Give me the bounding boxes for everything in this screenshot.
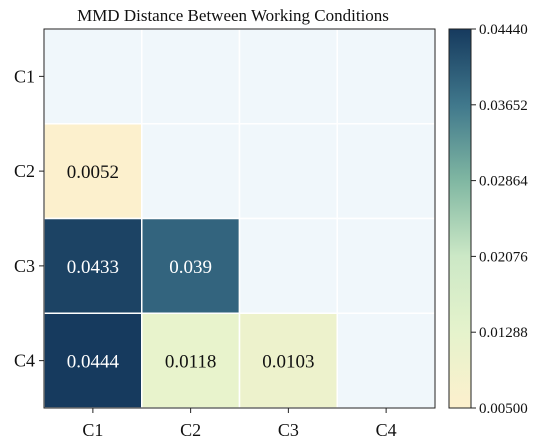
cell-value-label: 0.0118	[165, 352, 217, 373]
cell-value-label: 0.0103	[262, 352, 314, 373]
heatmap-cell-c3-c2	[141, 217, 241, 314]
colorbar-gradient	[448, 28, 472, 409]
y-tick-label: C2	[14, 161, 35, 181]
colorbar-tick-label: 0.02076	[479, 249, 528, 265]
heatmap-cell-c4-c3	[238, 312, 338, 409]
cell-value-label: 0.0052	[67, 162, 119, 183]
x-tick-label: C2	[180, 420, 201, 440]
cell-value-label: 0.0433	[67, 257, 119, 278]
x-tick-label: C3	[278, 420, 299, 440]
heatmap-cell-c3-c3	[238, 217, 338, 314]
heatmap-cell-c1-c2	[141, 28, 241, 125]
heatmap-cell-c4-c1	[43, 312, 143, 409]
heatmap-cell-c3-c4	[336, 217, 436, 314]
heatmap-cell-c1-c4	[336, 28, 436, 125]
colorbar-tick-label: 0.00500	[479, 401, 528, 417]
colorbar: 0.00500 0.01288 0.02076 0.02864 0.03652 0.044…	[448, 22, 528, 417]
y-tick-label: C1	[14, 66, 35, 86]
x-tick-label: C1	[82, 420, 103, 440]
x-tick-label: C4	[376, 420, 397, 440]
cell-value-label: 0.0444	[67, 352, 120, 373]
colorbar-tick-label: 0.03652	[479, 98, 528, 114]
heatmap-cell-c1-c1	[43, 28, 143, 125]
heatmap-cell-c4-c4	[336, 312, 436, 409]
colorbar-tick-label: 0.04440	[479, 22, 528, 38]
cell-value-label: 0.039	[169, 257, 212, 278]
chart-title: MMD Distance Between Working Conditions	[77, 6, 389, 25]
y-tick-label: C3	[14, 256, 35, 276]
heatmap-cell-c2-c2	[141, 123, 241, 220]
y-tick-label: C4	[14, 351, 35, 371]
heatmap-cell-c2-c3	[238, 123, 338, 220]
heatmap-cells: 0.0052 0.0433 0.039 0.0444 0.0118 0.0103	[43, 28, 436, 409]
plot-frame	[43, 28, 436, 409]
heatmap-cell-c2-c4	[336, 123, 436, 220]
colorbar-tick-label: 0.01288	[479, 325, 528, 341]
heatmap-cell-c3-c1	[43, 217, 143, 314]
heatmap-cell-c1-c3	[238, 28, 338, 125]
colorbar-tick-label: 0.02864	[479, 174, 528, 190]
heatmap-cell-c2-c1	[43, 123, 143, 220]
axes: C1 C2 C3 C4 C1 C2 C3 C4	[14, 66, 397, 440]
